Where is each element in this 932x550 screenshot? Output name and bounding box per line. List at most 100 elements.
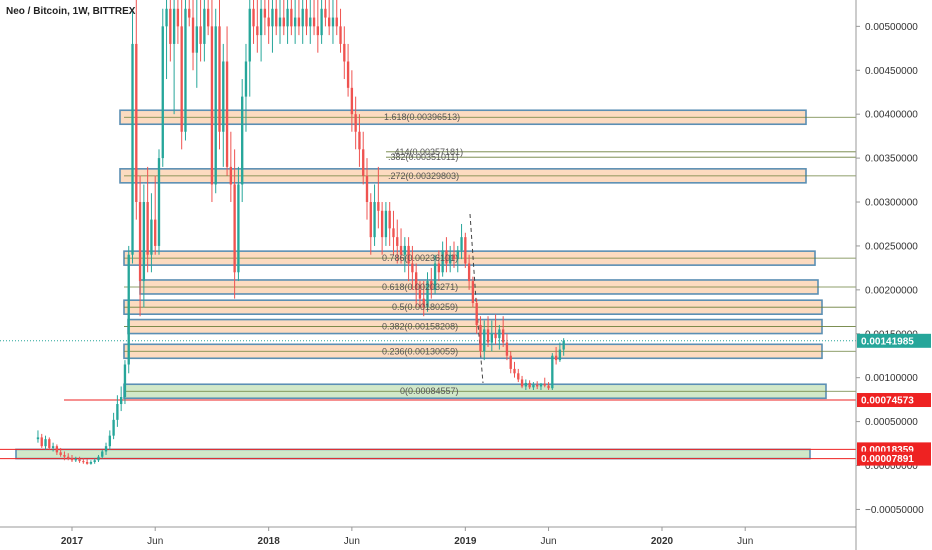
candle-body: [297, 17, 301, 27]
candle-body: [267, 17, 270, 27]
candle-body: [498, 329, 501, 339]
candle-body: [449, 254, 452, 264]
candle-body: [305, 8, 308, 27]
candle-body: [206, 8, 210, 27]
candle-body: [180, 26, 183, 132]
candle-body: [131, 43, 134, 255]
fib-level-label: 0.786(0.00236101): [382, 253, 458, 263]
price-tick-label: 0.00400000: [865, 110, 918, 121]
candle-body: [150, 219, 153, 255]
candle-body: [248, 8, 251, 62]
candle-body: [403, 245, 406, 255]
candle-body: [218, 26, 221, 132]
candle-body: [154, 219, 157, 246]
candle-body: [252, 8, 255, 27]
candle-body: [380, 210, 384, 238]
price-tick-label: 0.00050000: [865, 417, 918, 428]
price-tick-label: 0.00200000: [865, 285, 918, 296]
candle-body: [343, 43, 346, 62]
candle-body: [509, 355, 512, 369]
time-tick-label: Jun: [540, 536, 556, 547]
candle-body: [63, 454, 66, 457]
candle-body: [331, 17, 335, 27]
candle-body: [222, 61, 225, 132]
time-tick-label: 2019: [454, 536, 477, 547]
fib-level-label: 0.618(0.00203271): [382, 282, 458, 292]
fib-level-label: .382(0.00351011): [388, 152, 458, 162]
fib-level-label: .272(0.00329803): [388, 171, 459, 181]
price-badge-label: 0.00007891: [861, 454, 914, 465]
candle-body: [44, 439, 47, 447]
candle-body: [309, 17, 312, 27]
candle-body: [138, 202, 142, 282]
candle-body: [441, 250, 444, 273]
time-tick-label: Jun: [344, 536, 360, 547]
candle-body: [384, 210, 388, 238]
candle-body: [48, 439, 51, 448]
candle-body: [142, 202, 146, 282]
candle-body: [263, 8, 267, 18]
candle-body: [399, 245, 403, 255]
candle-body: [286, 8, 289, 27]
candle-body: [369, 202, 372, 238]
candle-body: [301, 8, 304, 27]
candle-body: [67, 456, 70, 459]
candle-body: [554, 355, 558, 361]
candle-body: [358, 131, 361, 150]
candle-body: [127, 254, 130, 365]
candle-body: [312, 17, 316, 27]
candle-body: [517, 373, 520, 380]
candle-body: [119, 397, 123, 405]
price-tick-label: 0.00300000: [865, 198, 918, 209]
time-tick-label: Jun: [737, 536, 753, 547]
time-axis[interactable]: 2017 Jun 2018 Jun 2019 Jun 2020 Jun: [0, 526, 856, 547]
candle-body: [97, 456, 100, 461]
candle-body: [233, 184, 236, 273]
candle-body: [146, 202, 149, 255]
candle-body: [520, 379, 524, 387]
candle-body: [392, 228, 395, 238]
candle-body: [501, 329, 505, 343]
candle-body: [104, 446, 108, 452]
fib-level-label: 0(0.00084557): [400, 386, 459, 396]
candles: [36, 0, 565, 465]
candle-body: [445, 250, 448, 264]
candle-body: [241, 96, 244, 185]
candle-body: [475, 303, 478, 325]
candle-body: [373, 202, 376, 238]
candle-body: [214, 26, 217, 185]
candle-body: [191, 17, 195, 53]
candle-body: [339, 26, 342, 44]
candle-body: [354, 114, 357, 132]
candle-body: [494, 333, 497, 339]
price-axis[interactable]: 0.00500000 0.00450000 0.00400000 0.00350000…: [855, 0, 931, 550]
fib-labels: 1.618(0.00396513) .414(0.00357181).382(0.…: [382, 112, 463, 396]
candle-body: [275, 8, 278, 27]
candle-body: [51, 446, 55, 448]
fib-level-label: 1.618(0.00396513): [384, 112, 460, 122]
price-tick-label: 0.00250000: [865, 241, 918, 252]
candle-body: [210, 26, 214, 185]
candle-body: [282, 17, 285, 27]
candle-body: [93, 460, 96, 463]
candle-body: [483, 329, 486, 352]
candle-body: [161, 26, 164, 159]
candle-body: [89, 462, 93, 464]
candle-body: [422, 298, 425, 308]
price-badge: [857, 393, 931, 408]
candle-body: [85, 462, 89, 464]
candle-body: [195, 26, 198, 53]
candle-body: [40, 437, 43, 447]
candle-body: [259, 8, 263, 36]
candle-body: [271, 8, 274, 27]
candle-body: [471, 281, 475, 304]
candle-body: [290, 8, 293, 27]
candle-body: [388, 210, 391, 229]
candle-body: [486, 329, 490, 343]
candle-body: [430, 281, 433, 290]
candle-body: [278, 17, 282, 27]
time-tick-label: 2020: [651, 536, 674, 547]
bottom-support-zone: [15, 448, 811, 460]
candle-body: [188, 8, 191, 18]
